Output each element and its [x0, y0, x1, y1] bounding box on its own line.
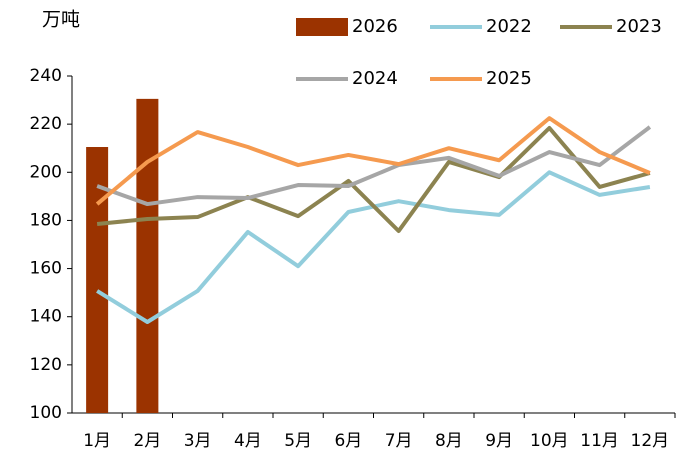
legend-label: 2023 — [616, 16, 662, 37]
y-tick-label: 200 — [30, 162, 62, 182]
line — [95, 116, 651, 206]
y-tick-label: 100 — [30, 403, 62, 423]
x-tick-label: 9月 — [485, 431, 513, 451]
y-tick-label: 220 — [30, 114, 62, 134]
x-tick-label: 5月 — [284, 431, 312, 451]
line — [96, 170, 651, 325]
legend-swatch — [296, 18, 348, 36]
line — [96, 125, 652, 207]
x-tick-label: 7月 — [385, 431, 413, 451]
x-tick-label: 12月 — [631, 431, 670, 451]
x-tick-label: 11月 — [580, 431, 619, 451]
legend-label: 2022 — [486, 16, 532, 37]
x-tick-label: 2月 — [133, 431, 161, 451]
x-tick-label: 10月 — [530, 431, 569, 451]
legend-label: 2024 — [352, 68, 398, 89]
bar — [86, 147, 109, 413]
y-tick-label: 140 — [30, 307, 62, 327]
y-tick-label: 240 — [30, 66, 62, 86]
x-tick-label: 4月 — [234, 431, 262, 451]
legend-label: 2026 — [352, 16, 398, 37]
x-tick-label: 3月 — [184, 431, 212, 451]
line — [96, 125, 651, 234]
y-axis-label: 万吨 — [42, 9, 80, 31]
legend-label: 2025 — [486, 68, 532, 89]
y-tick-label: 160 — [30, 259, 62, 279]
bar — [136, 98, 159, 413]
y-tick-label: 180 — [30, 210, 62, 230]
x-tick-label: 6月 — [334, 431, 362, 451]
x-tick-label: 1月 — [83, 431, 111, 451]
y-tick-label: 120 — [30, 355, 62, 375]
x-tick-label: 8月 — [435, 431, 463, 451]
